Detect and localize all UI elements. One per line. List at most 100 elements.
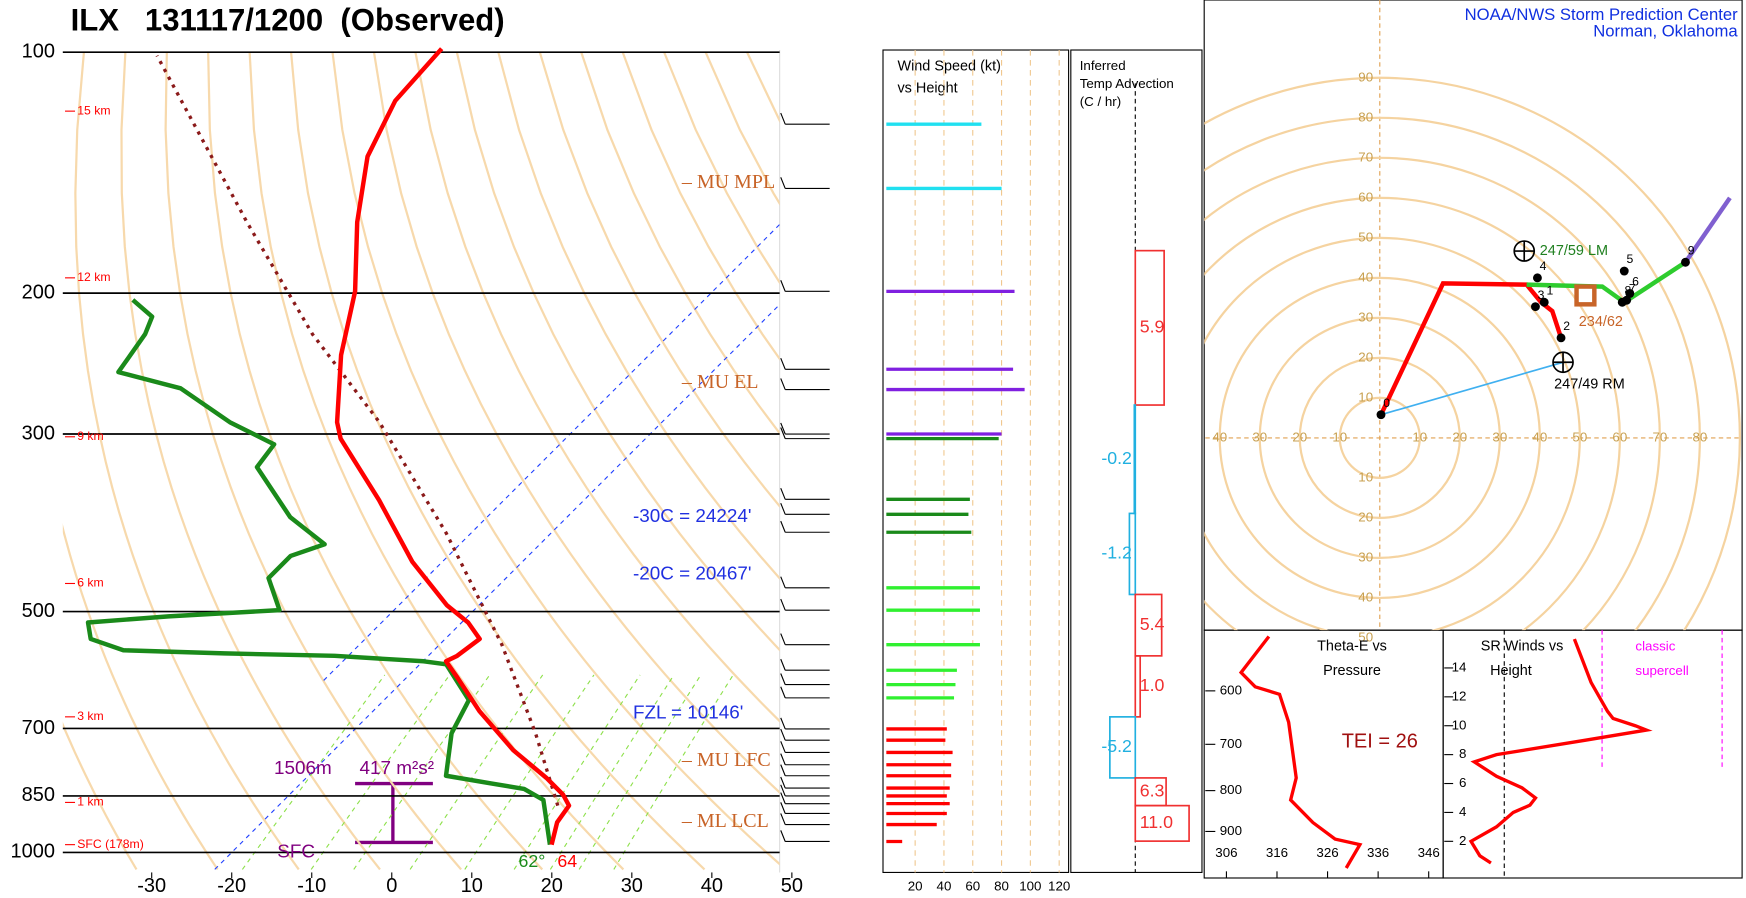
wind-barb xyxy=(780,112,830,125)
wind-title: Wind Speed (kt) xyxy=(897,58,1001,74)
dry-adiabat xyxy=(414,52,780,723)
storm-cross xyxy=(1553,352,1574,373)
source: NOAA/NWS Storm Prediction Center xyxy=(1465,5,1739,24)
mixing-ratio xyxy=(513,674,641,870)
advection-box xyxy=(1133,404,1137,515)
hodo-point xyxy=(1556,333,1566,343)
advection-box xyxy=(1109,716,1137,779)
height-label: SFC (178m) xyxy=(77,837,144,851)
temp-label: 30 xyxy=(621,875,643,897)
wind-barb xyxy=(780,830,830,843)
theta-ylabel: 600 xyxy=(1220,682,1242,697)
sr-ylabel: 8 xyxy=(1459,746,1466,761)
sr-ylabel: 2 xyxy=(1459,833,1466,848)
temp-label: 0 xyxy=(386,875,397,897)
wind-barb xyxy=(780,357,830,370)
hodo-ring xyxy=(1258,316,1501,560)
level-label: – MU MPL xyxy=(681,171,775,193)
dry-adiabat xyxy=(62,721,138,871)
wind-tick-label: 20 xyxy=(908,878,923,893)
height-label: 6 km xyxy=(77,576,103,590)
pressure-label: 1000 xyxy=(11,841,56,863)
hodo-ring xyxy=(1218,276,1541,600)
wind-tick-label: 80 xyxy=(994,878,1009,893)
hodo-point-label: 3 xyxy=(1538,288,1545,302)
title: ILX 131117/1200 (Observed) xyxy=(71,2,505,37)
level-label: – MU LFC xyxy=(681,749,771,771)
hodo-ring xyxy=(1204,196,1621,631)
wind-barb xyxy=(780,598,830,611)
wind-tick-label: 60 xyxy=(965,878,980,893)
advection-title: Temp Advection xyxy=(1080,76,1174,91)
hodo-point-label: 0 xyxy=(1383,396,1390,410)
hodo-point-label: 8 xyxy=(1624,283,1631,297)
wind-barb xyxy=(780,520,830,533)
hodo-label: 30 xyxy=(1358,309,1373,324)
hodo-label: 20 xyxy=(1452,429,1467,444)
wind-barb xyxy=(780,422,830,435)
dry-adiabat xyxy=(580,51,780,436)
hodo-point-label: 9 xyxy=(1688,243,1695,257)
dry-adiabat xyxy=(372,52,780,795)
helicity-label: 417 m²s² xyxy=(360,758,434,779)
wind-barb xyxy=(780,427,830,440)
theta-ylabel: 800 xyxy=(1220,782,1242,797)
theta-trace xyxy=(1238,635,1363,869)
advection-frame xyxy=(1070,49,1203,873)
pressure-label: 700 xyxy=(22,717,55,739)
hodo-label: 40 xyxy=(1358,269,1373,284)
hodo-ring xyxy=(1204,76,1741,631)
mixing-ratio xyxy=(613,674,734,870)
sr-ylabel: 14 xyxy=(1452,659,1467,674)
hodo-label: 30 xyxy=(1492,429,1507,444)
temp-label: 50 xyxy=(781,875,803,897)
advection-title: Inferred xyxy=(1080,58,1126,73)
temp-label: -10 xyxy=(297,875,326,897)
mean-wind-label: 234/62 xyxy=(1579,314,1623,330)
hodo-label: 10 xyxy=(1332,429,1347,444)
sr-ylabel: 12 xyxy=(1452,688,1467,703)
height-label: 9 km xyxy=(77,429,103,443)
sr-trace xyxy=(1468,638,1653,865)
hodo-label: 30 xyxy=(1358,549,1373,564)
rm-vector xyxy=(1380,361,1564,416)
theta-title: Theta-E vs xyxy=(1317,639,1387,655)
advection-label: 1.0 xyxy=(1140,675,1165,695)
helicity-label: SFC xyxy=(277,841,315,862)
temperature-trace xyxy=(334,47,572,846)
wind-barb xyxy=(780,741,830,754)
mixing-ratio xyxy=(409,674,544,870)
temp-label: 40 xyxy=(701,875,723,897)
hodo-label: 60 xyxy=(1358,189,1373,204)
dry-adiabat xyxy=(289,52,706,871)
hodo-trace xyxy=(1526,260,1687,305)
hodo-point xyxy=(1617,297,1627,307)
advection-label: -1.2 xyxy=(1101,543,1132,563)
isotherm-note: -30C = 24224' xyxy=(633,506,752,527)
helicity-label: 1506m xyxy=(274,758,332,779)
hodo-point-label: 7 xyxy=(1629,281,1636,295)
sr-ylabel: 6 xyxy=(1459,775,1466,790)
dry-adiabat xyxy=(62,523,219,871)
hodo-point xyxy=(1539,297,1549,307)
hodo-label: 80 xyxy=(1358,109,1373,124)
hodo-ring xyxy=(1338,396,1421,480)
wind-barb xyxy=(780,717,830,730)
wind-barb xyxy=(780,776,830,789)
hodo-point-label: 5 xyxy=(1626,252,1633,266)
wind-barb xyxy=(780,813,830,826)
advection-label: 11.0 xyxy=(1140,812,1173,832)
tei: TEI = 26 xyxy=(1342,731,1418,753)
theta-ylabel: 900 xyxy=(1220,823,1242,838)
pressure-label: 850 xyxy=(22,784,55,806)
wind-barb xyxy=(780,633,830,646)
hodo-point xyxy=(1376,410,1386,420)
sr-ylabel: 4 xyxy=(1459,804,1467,819)
wind-tick-label: 120 xyxy=(1048,878,1070,893)
temp-label: -20 xyxy=(217,875,246,897)
dry-adiabat xyxy=(455,51,780,652)
hodo-label: 20 xyxy=(1292,429,1307,444)
hodo-label: 40 xyxy=(1358,589,1373,604)
